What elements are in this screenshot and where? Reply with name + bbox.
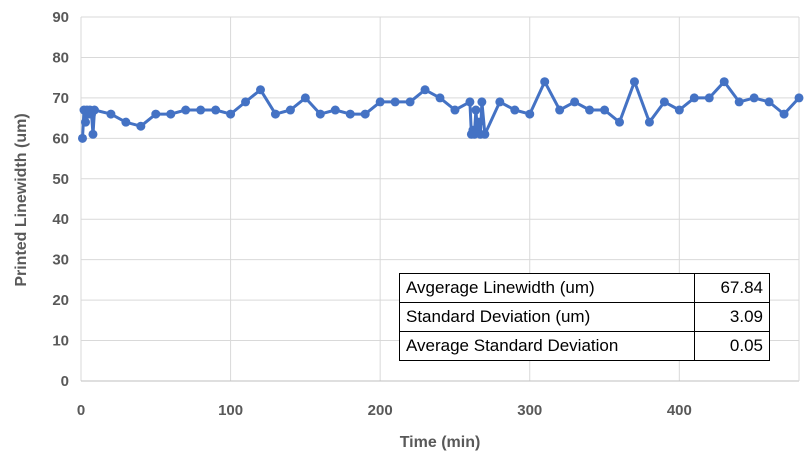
stats-label: Average Standard Deviation <box>399 331 695 361</box>
data-point <box>719 77 729 87</box>
data-point <box>256 85 265 95</box>
data-point <box>270 109 280 119</box>
data-point <box>480 129 490 139</box>
linewidth-series <box>77 77 804 143</box>
data-point <box>420 85 430 95</box>
data-point <box>405 97 415 107</box>
y-tick-label: 20 <box>52 292 69 309</box>
data-point <box>629 77 639 87</box>
data-point <box>585 105 595 115</box>
y-tick-label: 50 <box>52 171 69 188</box>
data-point <box>375 97 385 107</box>
data-point <box>600 105 610 115</box>
data-point <box>166 109 176 119</box>
data-point <box>555 105 565 115</box>
y-tick-label: 40 <box>52 211 69 228</box>
data-point <box>659 97 669 107</box>
statistics-table: Avgerage Linewidth (um) 67.84 Standard D… <box>399 273 770 361</box>
x-tick-label: 200 <box>368 402 393 419</box>
y-axis-title: Printed Linewidth (um) <box>13 113 30 286</box>
data-point <box>89 105 99 115</box>
y-tick-label: 70 <box>52 90 69 107</box>
data-point <box>226 109 236 119</box>
data-point <box>570 97 580 107</box>
data-point <box>471 105 481 115</box>
data-point <box>211 105 221 115</box>
series-line <box>81 80 801 139</box>
x-tick-labels: 0 100 200 300 400 <box>77 402 692 419</box>
data-point <box>181 105 191 115</box>
data-point <box>540 77 550 87</box>
data-point <box>196 105 206 115</box>
data-point <box>615 117 624 127</box>
y-tick-label: 0 <box>61 373 69 390</box>
stats-value: 3.09 <box>694 302 770 332</box>
data-point <box>330 105 340 115</box>
x-tick-label: 300 <box>517 402 542 419</box>
stats-label: Standard Deviation (um) <box>399 302 695 332</box>
data-point <box>345 109 355 119</box>
data-point <box>88 129 98 139</box>
data-point <box>510 105 520 115</box>
y-tick-label: 60 <box>52 130 69 147</box>
data-point <box>151 109 161 119</box>
data-point <box>465 97 475 107</box>
data-point <box>360 109 370 119</box>
data-point <box>300 93 310 103</box>
x-tick-label: 400 <box>667 402 692 419</box>
data-point <box>241 97 251 107</box>
data-point <box>80 117 90 127</box>
data-point <box>644 117 654 127</box>
y-tick-label: 30 <box>52 252 69 269</box>
data-point <box>749 93 759 103</box>
data-point <box>764 97 774 107</box>
stats-label: Avgerage Linewidth (um) <box>399 273 695 303</box>
stats-row-average: Avgerage Linewidth (um) 67.84 <box>399 273 770 303</box>
data-point <box>106 109 116 119</box>
data-point <box>285 105 295 115</box>
stats-value: 0.05 <box>694 331 770 361</box>
y-tick-label: 80 <box>52 49 69 66</box>
data-point <box>674 105 684 115</box>
data-point <box>734 97 744 107</box>
x-tick-label: 100 <box>218 402 243 419</box>
x-axis-title: Time (min) <box>400 434 481 451</box>
stats-row-avg-std-dev: Average Standard Deviation 0.05 <box>399 331 770 361</box>
data-point <box>121 117 131 127</box>
data-point <box>450 105 460 115</box>
data-point <box>390 97 400 107</box>
data-point <box>689 93 699 103</box>
stats-value: 67.84 <box>694 273 770 303</box>
data-point <box>477 97 487 107</box>
y-tick-labels: 0 10 20 30 40 50 60 70 80 90 <box>52 9 69 390</box>
y-tick-label: 90 <box>52 9 69 26</box>
data-point <box>435 93 445 103</box>
data-point <box>525 109 535 119</box>
data-point <box>704 93 714 103</box>
data-point <box>474 117 484 127</box>
stats-row-std-dev: Standard Deviation (um) 3.09 <box>399 302 770 332</box>
data-point <box>779 109 789 119</box>
data-point <box>77 133 87 143</box>
data-point <box>315 109 325 119</box>
data-point <box>136 121 146 131</box>
data-point <box>495 97 505 107</box>
data-point <box>794 93 804 103</box>
y-tick-label: 10 <box>52 333 69 350</box>
x-tick-label: 0 <box>77 402 85 419</box>
